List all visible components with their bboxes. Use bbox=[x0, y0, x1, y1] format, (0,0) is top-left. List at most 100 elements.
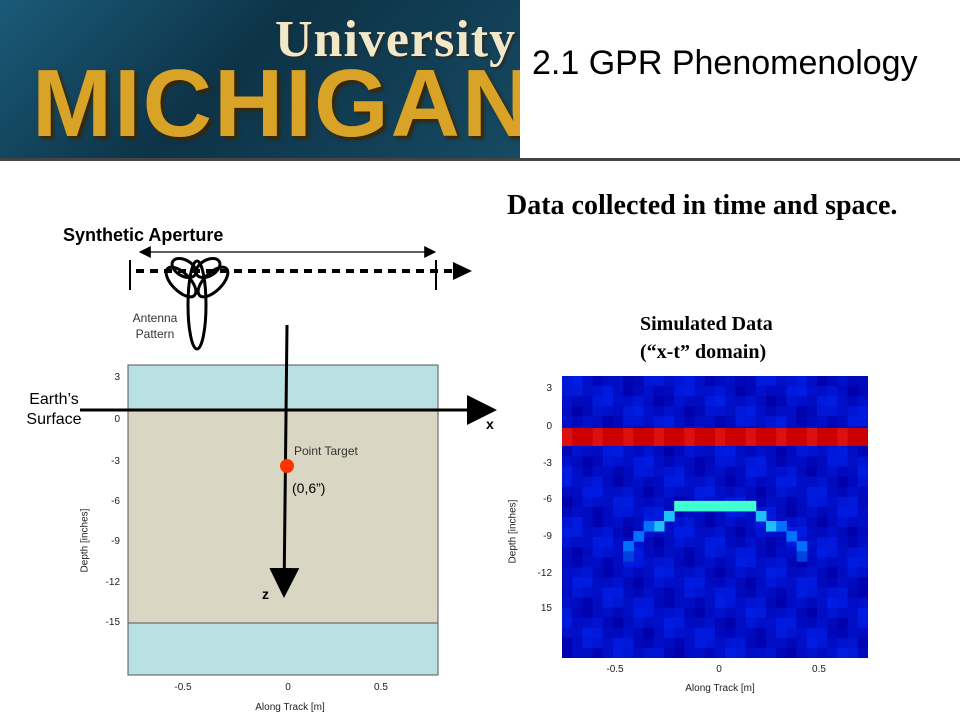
sim-pixel bbox=[704, 627, 716, 639]
sim-pixel bbox=[613, 547, 624, 558]
sim-pixel bbox=[613, 386, 624, 397]
sim-pixel bbox=[755, 597, 767, 609]
sim-pixel bbox=[704, 446, 716, 458]
sim-pixel bbox=[725, 597, 736, 609]
sim-pixel bbox=[837, 456, 849, 468]
sim-pixel bbox=[664, 446, 675, 458]
surface-reflection-cell bbox=[602, 428, 614, 446]
logo-text-university: University of bbox=[275, 11, 520, 68]
sim-pixel bbox=[602, 496, 614, 508]
sim-pixel bbox=[592, 396, 604, 407]
hyperbola-cell bbox=[715, 500, 726, 512]
sim-pixel bbox=[796, 466, 808, 478]
sim-pixel bbox=[806, 386, 818, 397]
sim-pixel bbox=[674, 456, 685, 468]
sim-pixel bbox=[643, 567, 655, 578]
sim-pixel bbox=[613, 506, 624, 518]
sim-pixel bbox=[623, 557, 634, 568]
sim-pixel bbox=[664, 557, 675, 568]
sim-pixel bbox=[633, 406, 645, 417]
sim-pixel bbox=[725, 577, 736, 588]
sim-pixel bbox=[674, 446, 685, 458]
sim-pixel bbox=[623, 587, 634, 599]
sim-pixel bbox=[847, 527, 859, 538]
sim-pixel bbox=[694, 486, 706, 498]
sim-pixel bbox=[725, 506, 736, 518]
sim-pixel bbox=[796, 577, 808, 588]
left-y-tick: -12 bbox=[105, 577, 120, 588]
sim-pixel bbox=[745, 557, 757, 568]
sim-pixel bbox=[602, 386, 614, 397]
sim-pixel bbox=[643, 496, 655, 508]
sim-pixel bbox=[664, 587, 675, 599]
sim-pixel bbox=[684, 386, 696, 397]
hyperbola-cell bbox=[786, 531, 798, 542]
sim-pixel bbox=[582, 557, 594, 568]
sim-pixel bbox=[806, 537, 818, 548]
sim-pixel bbox=[735, 386, 747, 397]
sim-pixel bbox=[786, 637, 798, 649]
sim-pixel bbox=[857, 597, 868, 609]
sim-pixel bbox=[796, 396, 808, 407]
sim-pixel bbox=[837, 386, 849, 397]
sim-pixel bbox=[694, 557, 706, 568]
sim-pixel bbox=[633, 587, 645, 599]
surface-reflection-cell bbox=[817, 428, 828, 446]
sim-pixel bbox=[664, 617, 675, 629]
sim-pixel bbox=[776, 416, 787, 427]
sim-pixel bbox=[674, 476, 685, 488]
surface-reflection-cell bbox=[776, 428, 787, 446]
sim-pixel bbox=[735, 557, 747, 568]
sim-pixel bbox=[704, 517, 716, 528]
sim-pixel bbox=[806, 647, 818, 658]
sim-pixel bbox=[796, 597, 808, 609]
sim-pixel bbox=[745, 597, 757, 609]
sim-pixel bbox=[623, 386, 634, 397]
surface-reflection-cell bbox=[562, 428, 573, 446]
sim-pixel bbox=[745, 547, 757, 558]
sim-pixel bbox=[817, 406, 828, 417]
sim-pixel bbox=[806, 396, 818, 407]
sim-pixel bbox=[837, 376, 849, 387]
sim-pixel bbox=[694, 527, 706, 538]
sim-pixel bbox=[766, 587, 777, 599]
surface-reflection-cell bbox=[684, 428, 696, 446]
sim-pixel bbox=[582, 396, 594, 407]
sim-pixel bbox=[623, 486, 634, 498]
surface-reflection-cell bbox=[694, 428, 706, 446]
sim-pixel bbox=[725, 557, 736, 568]
sim-pixel bbox=[613, 517, 624, 528]
sim-pixel bbox=[582, 537, 594, 548]
sim-pixel bbox=[674, 386, 685, 397]
left-y-tick: -9 bbox=[111, 536, 120, 547]
sim-pixel bbox=[817, 476, 828, 488]
hyperbola-cell bbox=[684, 500, 696, 512]
sim-pixel bbox=[572, 627, 583, 639]
sim-pixel bbox=[796, 637, 808, 649]
sim-pixel bbox=[674, 517, 685, 528]
sim-pixel bbox=[592, 557, 604, 568]
sim-pixel bbox=[857, 466, 868, 478]
sim-pixel bbox=[817, 647, 828, 658]
sim-pixel bbox=[684, 517, 696, 528]
sim-pixel bbox=[715, 607, 726, 619]
sim-pixel bbox=[602, 416, 614, 427]
sim-pixel bbox=[847, 537, 859, 548]
sim-pixel bbox=[806, 466, 818, 478]
sim-pixel bbox=[674, 597, 685, 609]
sim-pixel-grid bbox=[562, 376, 868, 658]
sim-pixel bbox=[602, 547, 614, 558]
sim-pixel bbox=[562, 456, 573, 468]
sim-pixel bbox=[766, 386, 777, 397]
sim-pixel bbox=[837, 406, 849, 417]
sim-pixel bbox=[674, 537, 685, 548]
hyperbola-cell bbox=[745, 500, 757, 512]
sim-pixel bbox=[704, 386, 716, 397]
sim-pixel bbox=[643, 476, 655, 488]
sim-pixel bbox=[806, 637, 818, 649]
sim-pixel bbox=[582, 647, 594, 658]
sim-pixel bbox=[837, 466, 849, 478]
sim-pixel bbox=[592, 466, 604, 478]
sim-pixel bbox=[786, 486, 798, 498]
sim-pixel bbox=[653, 547, 665, 558]
